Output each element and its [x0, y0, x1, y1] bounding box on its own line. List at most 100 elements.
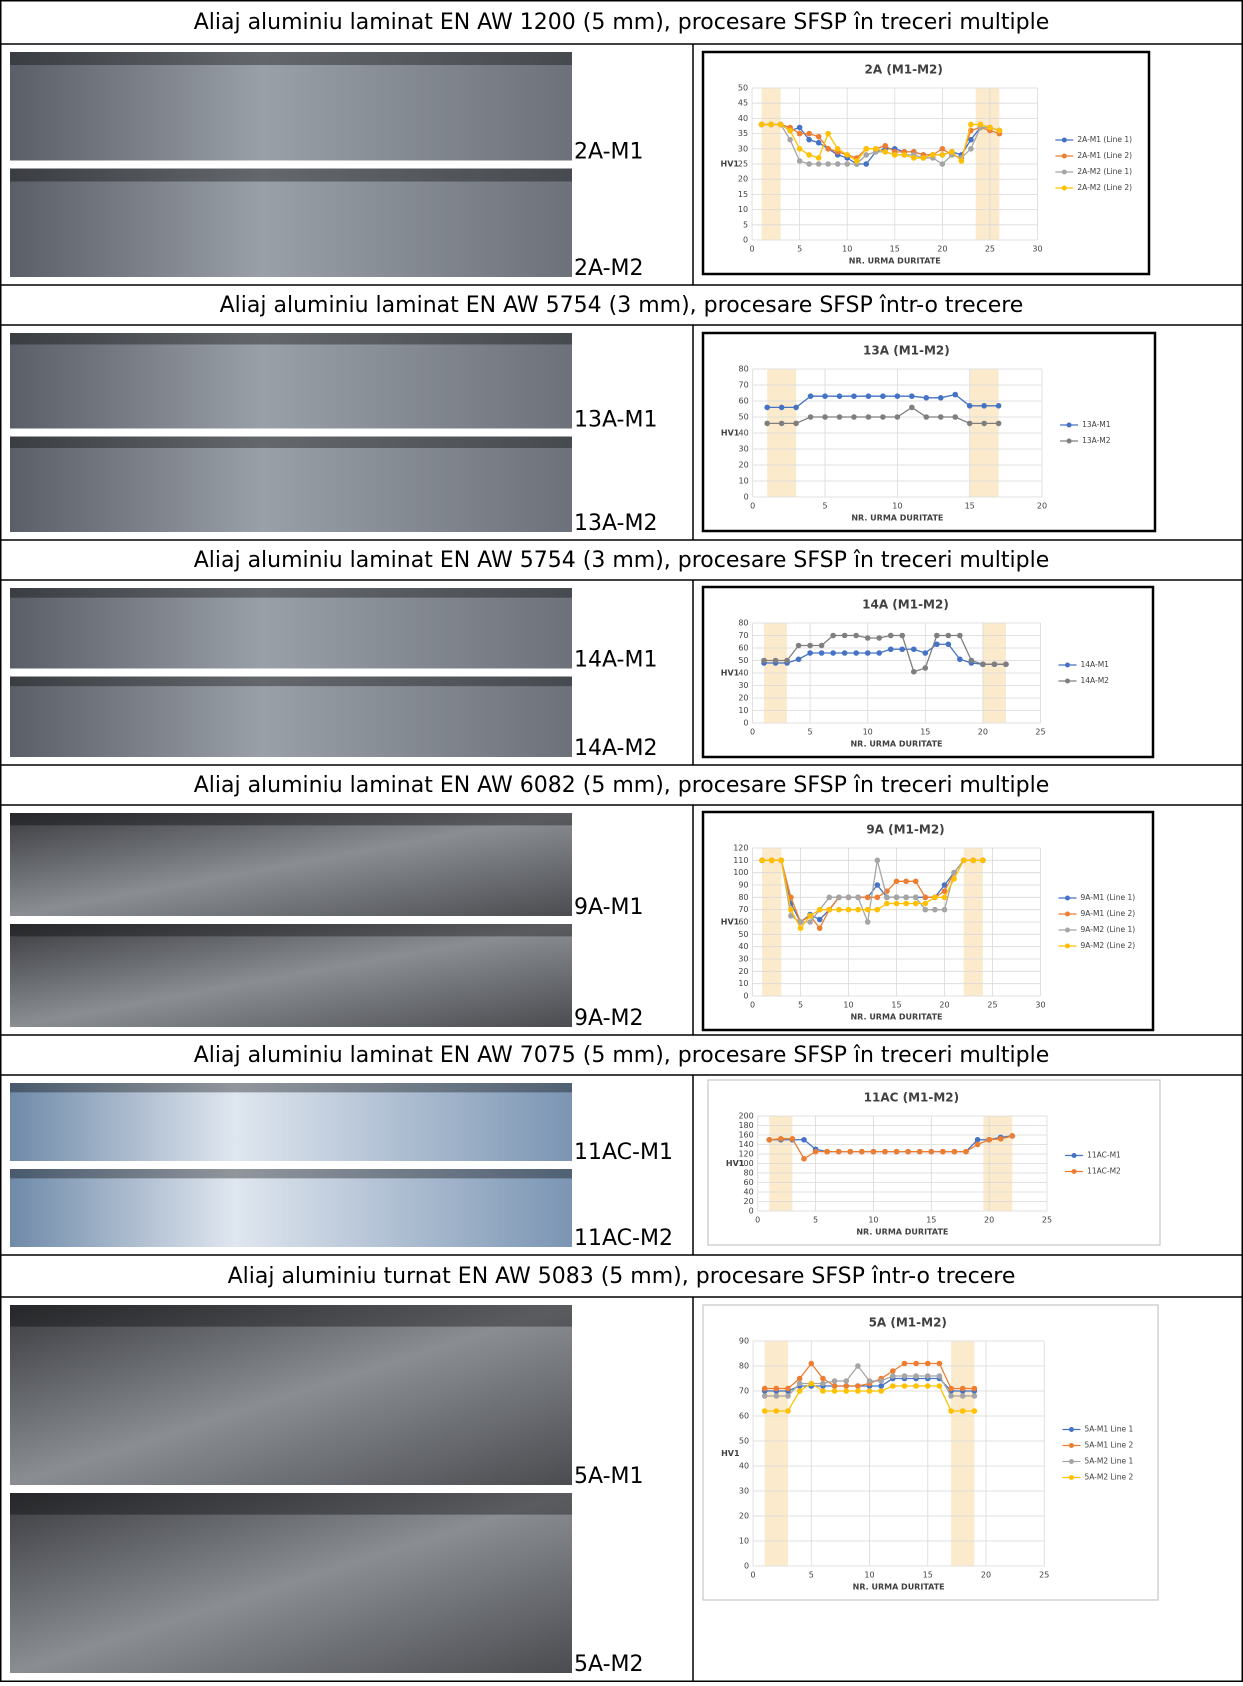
x-tick-label: 10	[868, 1216, 878, 1225]
legend-marker	[1069, 1475, 1074, 1480]
data-point	[959, 158, 965, 164]
legend-marker	[1065, 663, 1070, 668]
data-point	[913, 879, 919, 885]
x-axis-label: NR. URMA DURITATE	[850, 1013, 942, 1022]
data-point	[816, 155, 822, 161]
y-tick-label: 50	[738, 84, 748, 93]
y-axis-label: HV1	[721, 429, 740, 438]
data-point	[946, 633, 952, 639]
legend-marker	[1065, 679, 1070, 684]
data-point	[902, 1373, 908, 1379]
y-tick-label: 200	[738, 1112, 753, 1121]
data-point	[769, 858, 775, 864]
data-point	[759, 122, 765, 128]
data-point	[878, 1378, 884, 1384]
y-tick-label: 10	[738, 205, 748, 214]
x-axis-label: NR. URMA DURITATE	[853, 1583, 945, 1592]
data-point	[937, 1383, 943, 1389]
legend-label: 13A-M1	[1082, 420, 1111, 429]
data-point	[807, 650, 813, 656]
data-point	[825, 161, 831, 167]
data-point	[762, 1408, 768, 1414]
data-point	[797, 1376, 803, 1382]
data-point	[972, 1408, 978, 1414]
data-point	[960, 1408, 966, 1414]
legend-label: 5A-M2 Line 2	[1084, 1473, 1133, 1482]
chart-title: 13A (M1-M2)	[863, 344, 950, 358]
data-point	[808, 1381, 814, 1387]
data-point	[806, 131, 812, 137]
data-point	[817, 907, 823, 913]
data-point	[797, 1388, 803, 1394]
micrograph-shade	[10, 169, 572, 182]
data-point	[963, 1149, 969, 1155]
data-point	[930, 152, 936, 158]
data-point	[903, 901, 909, 907]
data-point	[925, 1373, 931, 1379]
data-point	[957, 633, 963, 639]
x-tick-label: 15	[890, 245, 900, 254]
data-point	[923, 895, 929, 901]
x-tick-label: 30	[1035, 1001, 1045, 1010]
data-point	[817, 917, 823, 923]
data-point	[847, 1149, 853, 1155]
data-point	[797, 158, 803, 164]
x-tick-label: 0	[755, 1216, 760, 1225]
x-tick-label: 15	[965, 502, 975, 511]
data-point	[940, 1149, 946, 1155]
data-point	[785, 1408, 791, 1414]
micrograph	[10, 1083, 572, 1161]
y-tick-label: 10	[739, 477, 749, 486]
data-point	[894, 879, 900, 885]
data-point	[878, 1383, 884, 1389]
sample-label: 13A-M2	[574, 511, 657, 536]
x-tick-label: 0	[750, 502, 755, 511]
data-point	[807, 643, 813, 649]
legend-marker	[1062, 138, 1067, 143]
data-point	[923, 395, 929, 401]
data-point	[830, 650, 836, 656]
x-tick-label: 10	[842, 245, 852, 254]
data-point	[785, 1386, 791, 1392]
data-point	[923, 414, 929, 420]
data-point	[855, 895, 861, 901]
data-point	[932, 895, 938, 901]
x-tick-label: 0	[751, 1571, 756, 1580]
legend-label: 5A-M1 Line 1	[1084, 1425, 1133, 1434]
data-point	[905, 1149, 911, 1155]
micrograph-shade	[10, 1493, 572, 1515]
data-point	[859, 1149, 865, 1155]
data-point	[942, 907, 948, 913]
data-point	[996, 403, 1002, 409]
x-axis-label: NR. URMA DURITATE	[850, 740, 942, 749]
legend-marker	[1065, 944, 1070, 949]
row-heading: Aliaj aluminiu laminat EN AW 1200 (5 mm)…	[194, 10, 1050, 35]
micrograph	[10, 924, 572, 1027]
y-tick-label: 100	[733, 868, 748, 877]
sample-label: 11AC-M1	[574, 1140, 673, 1165]
micrograph	[10, 677, 572, 758]
y-axis-label: HV1	[721, 1449, 740, 1458]
micrograph	[10, 588, 572, 669]
y-axis-label: HV1	[726, 1159, 745, 1168]
data-point	[837, 393, 843, 399]
data-point	[819, 643, 825, 649]
x-tick-label: 5	[798, 1001, 803, 1010]
x-tick-label: 5	[797, 245, 802, 254]
sample-label: 5A-M1	[574, 1464, 643, 1489]
data-point	[855, 1383, 861, 1389]
document-table: Aliaj aluminiu laminat EN AW 1200 (5 mm)…	[0, 0, 1243, 1682]
data-point	[806, 152, 812, 158]
data-point	[816, 140, 822, 146]
data-point	[816, 161, 822, 167]
sample-label: 5A-M2	[574, 1652, 643, 1677]
data-point	[865, 895, 871, 901]
data-point	[923, 907, 929, 913]
y-tick-label: 40	[739, 429, 749, 438]
x-tick-label: 0	[750, 728, 755, 737]
legend-marker	[1065, 928, 1070, 933]
data-point	[796, 643, 802, 649]
data-point	[779, 858, 785, 864]
data-point	[880, 414, 886, 420]
row-heading: Aliaj aluminiu turnat EN AW 5083 (5 mm),…	[228, 1264, 1016, 1289]
